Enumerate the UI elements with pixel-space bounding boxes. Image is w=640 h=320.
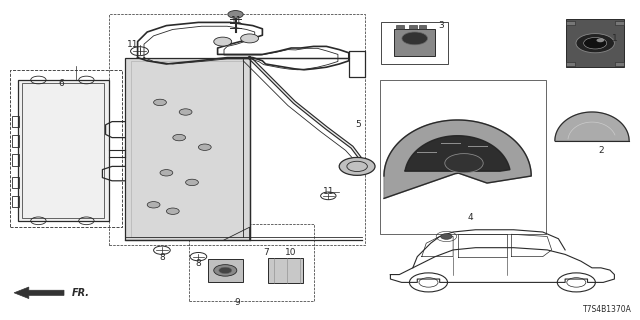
Text: 2: 2 xyxy=(599,146,604,155)
Circle shape xyxy=(186,179,198,186)
Circle shape xyxy=(339,157,375,175)
Circle shape xyxy=(179,109,192,115)
Text: 11: 11 xyxy=(231,16,243,25)
Text: 7: 7 xyxy=(263,248,268,257)
Bar xyxy=(396,25,404,29)
Bar xyxy=(380,80,546,234)
Polygon shape xyxy=(555,112,629,141)
Bar xyxy=(12,196,19,207)
Bar xyxy=(22,83,104,218)
Bar xyxy=(125,58,250,240)
Circle shape xyxy=(198,144,211,150)
Bar xyxy=(12,154,19,166)
Circle shape xyxy=(596,38,604,42)
Circle shape xyxy=(228,11,243,18)
Text: 8: 8 xyxy=(159,253,164,262)
Text: FR.: FR. xyxy=(72,288,90,298)
Bar xyxy=(615,62,624,66)
Text: 10: 10 xyxy=(285,248,297,257)
Text: 8: 8 xyxy=(196,259,201,268)
Bar xyxy=(381,22,448,64)
Bar xyxy=(12,135,19,147)
Bar xyxy=(409,25,417,29)
Text: 6: 6 xyxy=(58,79,63,88)
Polygon shape xyxy=(566,19,624,67)
Circle shape xyxy=(219,267,232,274)
Circle shape xyxy=(154,99,166,106)
Bar xyxy=(419,25,426,29)
Bar xyxy=(12,116,19,127)
Circle shape xyxy=(576,34,614,53)
Text: 11: 11 xyxy=(127,40,139,49)
Circle shape xyxy=(440,234,452,239)
Bar xyxy=(268,258,303,283)
Circle shape xyxy=(160,170,173,176)
Circle shape xyxy=(241,34,259,43)
Bar xyxy=(10,70,122,227)
Circle shape xyxy=(584,37,607,49)
Circle shape xyxy=(147,202,160,208)
Text: T7S4B1370A: T7S4B1370A xyxy=(584,305,632,314)
Circle shape xyxy=(166,208,179,214)
Polygon shape xyxy=(404,136,510,171)
Text: 9: 9 xyxy=(234,298,239,307)
Bar xyxy=(189,224,314,301)
Circle shape xyxy=(214,37,232,46)
Bar xyxy=(109,14,365,245)
Bar xyxy=(12,177,19,188)
Text: 4: 4 xyxy=(468,213,473,222)
Bar xyxy=(394,29,435,56)
Bar xyxy=(566,21,575,25)
Circle shape xyxy=(214,265,237,276)
Text: 5: 5 xyxy=(356,120,361,129)
Polygon shape xyxy=(14,287,64,299)
Text: 3: 3 xyxy=(439,21,444,30)
Bar xyxy=(566,62,575,66)
Bar xyxy=(615,21,624,25)
Bar xyxy=(131,61,243,237)
Bar xyxy=(18,80,109,221)
Circle shape xyxy=(445,154,483,173)
Circle shape xyxy=(402,32,428,45)
Bar xyxy=(208,259,243,282)
Text: 1: 1 xyxy=(612,34,617,43)
Circle shape xyxy=(173,134,186,141)
Polygon shape xyxy=(384,120,531,198)
Text: 11: 11 xyxy=(323,188,334,196)
